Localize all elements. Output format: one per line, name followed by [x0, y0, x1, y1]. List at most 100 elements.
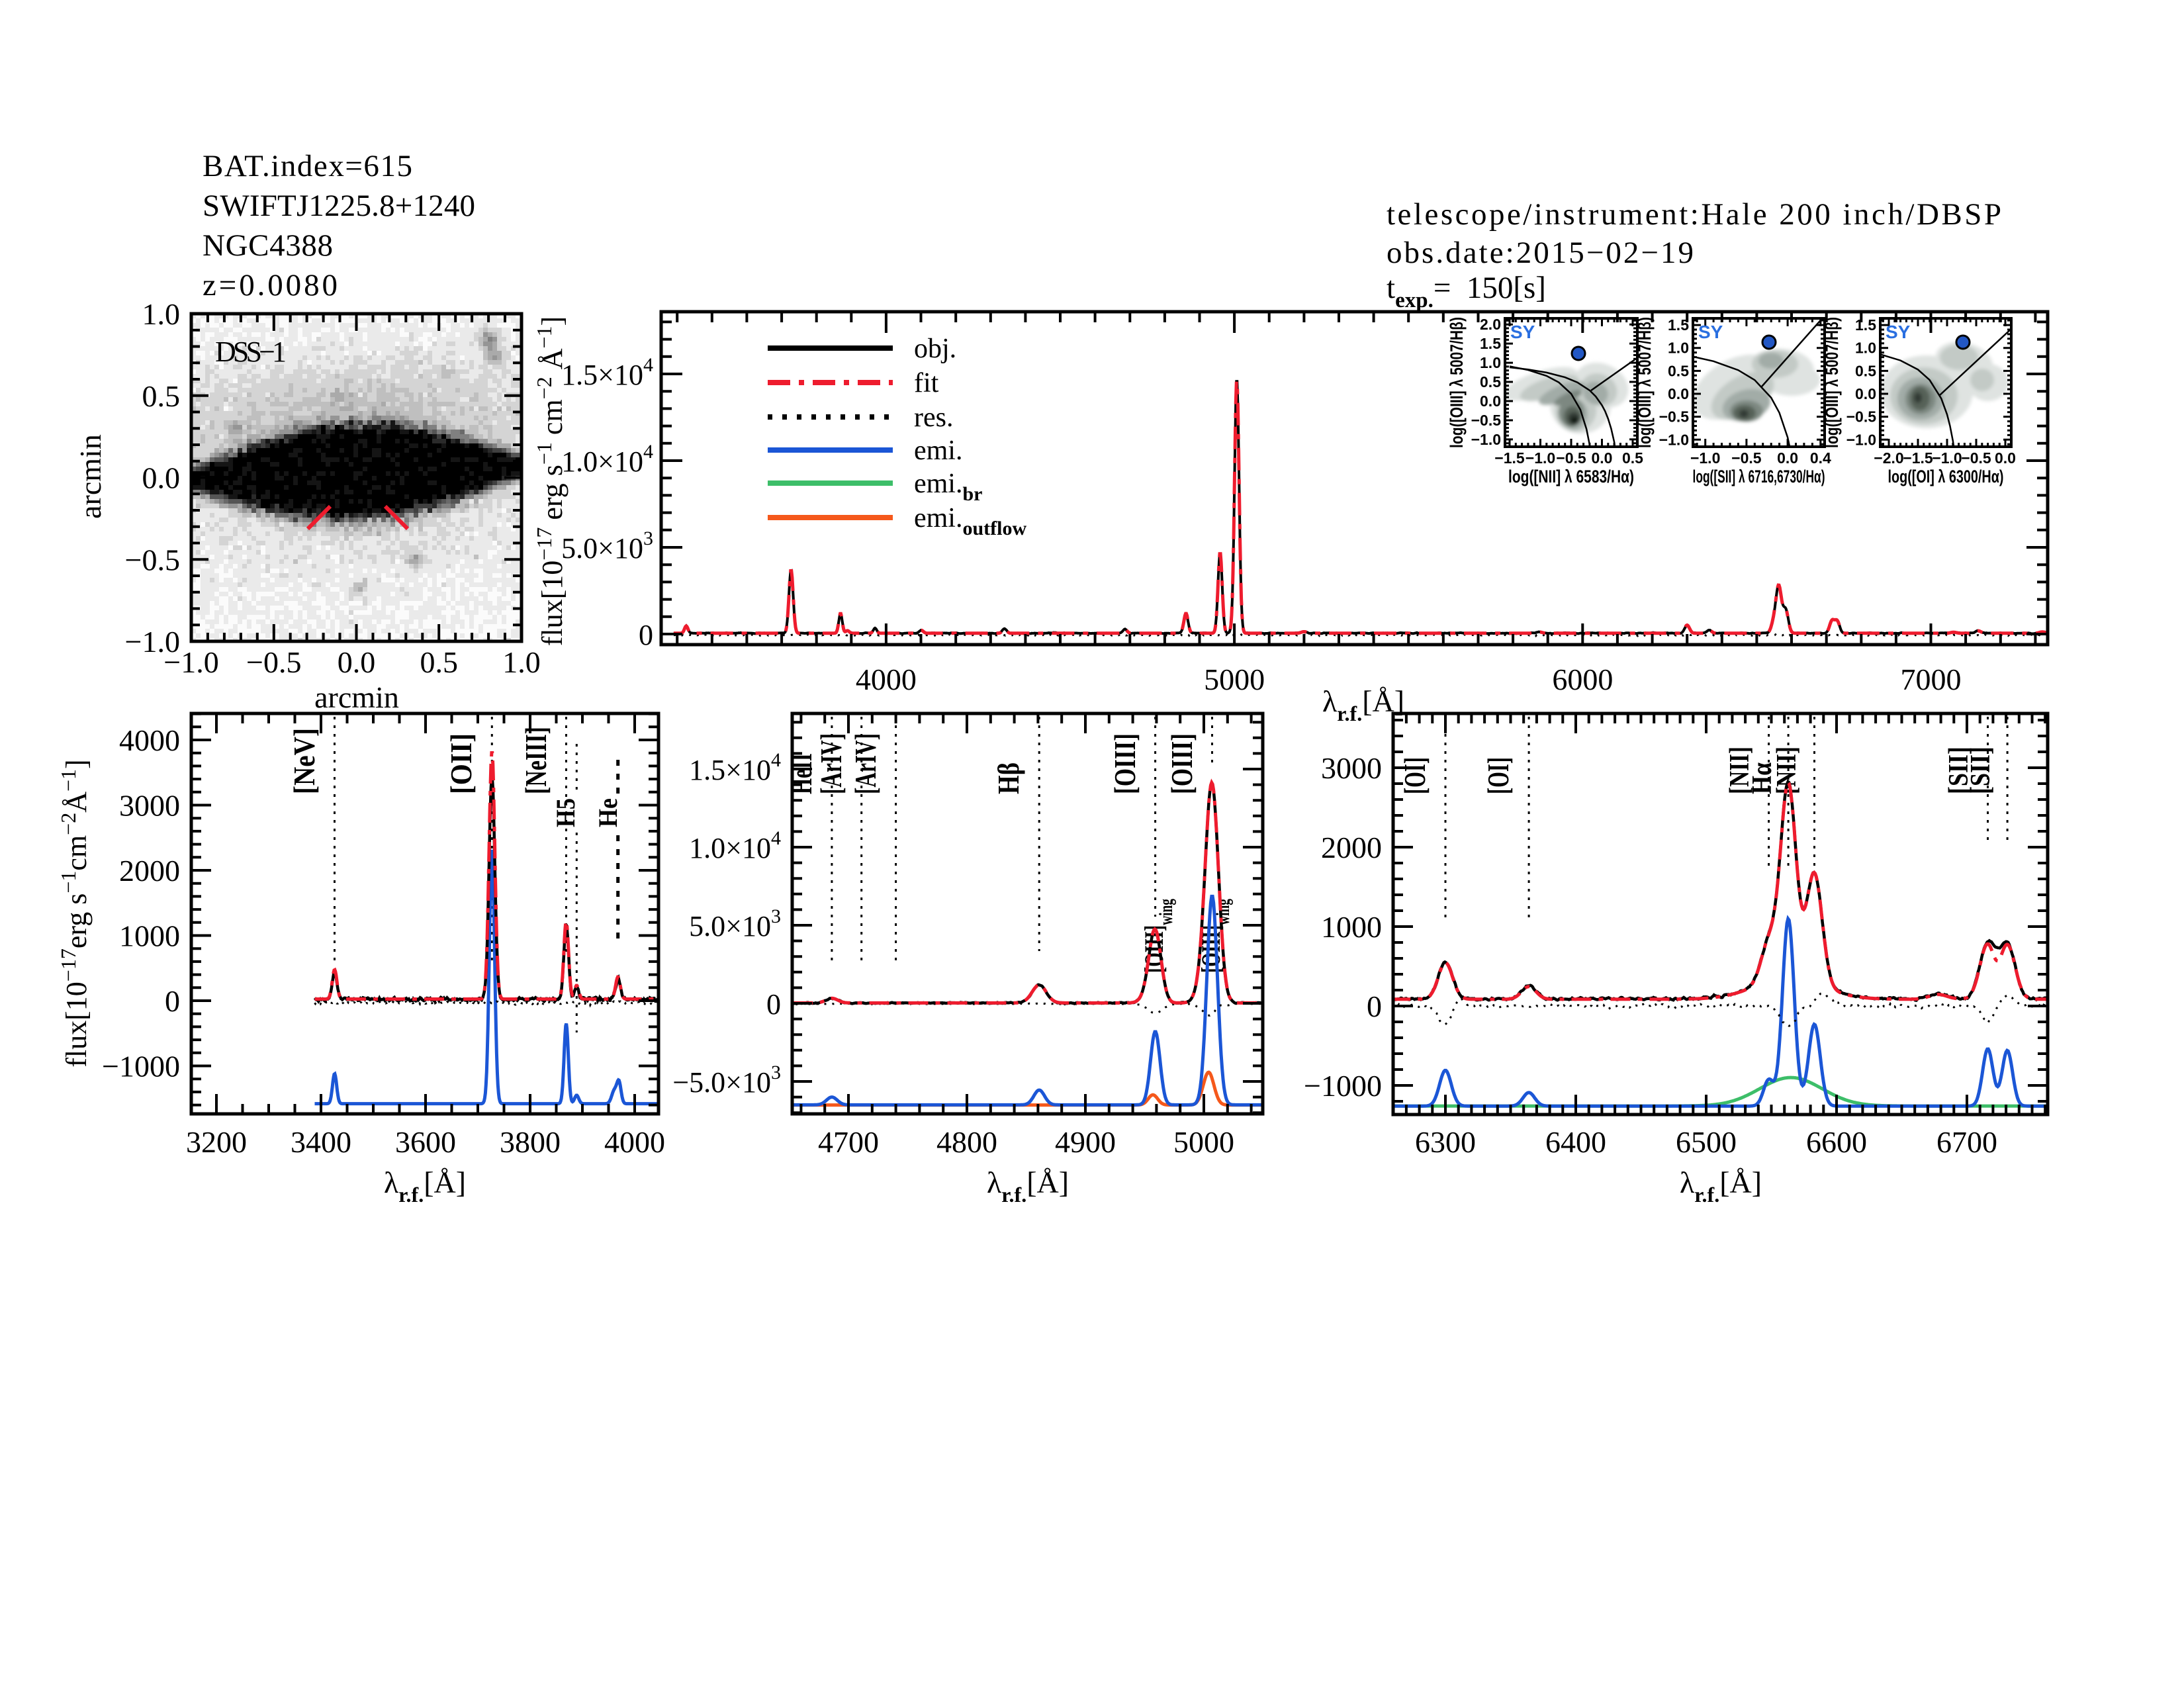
svg-text:flux[10−17erg s−1cm−2Å−1]: flux[10−17erg s−1cm−2Å−1] — [56, 759, 93, 1067]
svg-text:−1.5: −1.5 — [1494, 449, 1525, 467]
svg-text:−1000: −1000 — [102, 1050, 180, 1083]
svg-text:0: 0 — [639, 619, 653, 651]
svg-text:[SII]: [SII] — [1944, 747, 1974, 794]
svg-text:1000: 1000 — [119, 919, 180, 953]
svg-text:log([OIII] λ 5007/Hβ): log([OIII] λ 5007/Hβ) — [1635, 317, 1655, 448]
svg-text:1.0: 1.0 — [1668, 340, 1689, 357]
svg-text:−0.5: −0.5 — [125, 543, 180, 576]
svg-text:0.0: 0.0 — [1480, 392, 1501, 410]
svg-text:1.0: 1.0 — [502, 645, 541, 679]
svg-text:0: 0 — [165, 984, 180, 1018]
svg-text:HeII: HeII — [784, 753, 818, 794]
svg-text:1.0×104: 1.0×104 — [689, 827, 781, 864]
svg-text:6600: 6600 — [1806, 1125, 1867, 1159]
svg-text:log([NII] λ 6583/Hα): log([NII] λ 6583/Hα) — [1508, 467, 1634, 486]
svg-text:obs.date:2015−02−19: obs.date:2015−02−19 — [1387, 236, 1694, 270]
svg-text:log([OIII] λ 5007/Hβ): log([OIII] λ 5007/Hβ) — [1447, 317, 1467, 448]
svg-text:[ArIV]: [ArIV] — [848, 733, 882, 794]
svg-text:1.0×104: 1.0×104 — [561, 441, 653, 478]
svg-text:−0.5: −0.5 — [1556, 449, 1586, 467]
svg-text:log([SII] λ 6716,6730/Hα): log([SII] λ 6716,6730/Hα) — [1693, 467, 1825, 486]
svg-text:−1.0: −1.0 — [1659, 431, 1689, 448]
svg-text:BAT.index=615: BAT.index=615 — [203, 149, 412, 183]
svg-text:0.0: 0.0 — [1668, 385, 1689, 402]
svg-text:−1000: −1000 — [1304, 1069, 1382, 1103]
svg-text:[NII]: [NII] — [1725, 747, 1755, 794]
svg-text:5000: 5000 — [1204, 663, 1265, 696]
svg-text:[NeIII]: [NeIII] — [519, 727, 553, 794]
svg-text:[ArIV]: [ArIV] — [814, 733, 848, 794]
svg-text:z=0.0080: z=0.0080 — [203, 268, 338, 302]
svg-text:−1.0: −1.0 — [1525, 449, 1555, 467]
svg-text:0.0: 0.0 — [1995, 449, 2016, 467]
svg-text:1.5: 1.5 — [1480, 335, 1501, 352]
svg-text:arcmin: arcmin — [314, 680, 399, 714]
svg-text:4700: 4700 — [818, 1125, 879, 1159]
svg-text:5.0×103: 5.0×103 — [561, 527, 653, 565]
svg-text:4800: 4800 — [936, 1125, 997, 1159]
svg-text:emi.br: emi.br — [914, 469, 982, 505]
svg-text:5000: 5000 — [1173, 1125, 1234, 1159]
svg-text:−0.5: −0.5 — [246, 645, 301, 679]
svg-text:−1.0: −1.0 — [1846, 431, 1876, 448]
svg-text:2.0: 2.0 — [1480, 316, 1501, 333]
svg-text:arcmin: arcmin — [73, 434, 107, 519]
svg-text:0.0: 0.0 — [1855, 385, 1876, 402]
svg-text:log([OIII] λ 5007/Hβ): log([OIII] λ 5007/Hβ) — [1822, 317, 1842, 448]
svg-text:0.5: 0.5 — [1668, 362, 1689, 379]
svg-text:4000: 4000 — [856, 663, 917, 696]
svg-text:[SII]: [SII] — [1966, 747, 1996, 794]
svg-text:3800: 3800 — [500, 1125, 561, 1159]
svg-text:telescope/instrument:Hale 200: telescope/instrument:Hale 200 inch/DBSP — [1387, 197, 2001, 232]
svg-text:0.5: 0.5 — [1855, 362, 1876, 379]
svg-text:1.5×104: 1.5×104 — [689, 749, 781, 786]
svg-text:Hα: Hα — [1747, 762, 1778, 794]
svg-text:SY: SY — [1510, 322, 1535, 342]
svg-text:−5.0×103: −5.0×103 — [672, 1062, 781, 1099]
svg-text:−1.0: −1.0 — [163, 645, 218, 679]
svg-text:1.0: 1.0 — [1480, 354, 1501, 371]
svg-text:0: 0 — [766, 988, 781, 1021]
svg-text:[OIII]: [OIII] — [1165, 733, 1199, 794]
svg-text:0.0: 0.0 — [1592, 449, 1613, 467]
svg-text:DSS−1: DSS−1 — [215, 336, 287, 368]
svg-text:SWIFTJ1225.8+1240: SWIFTJ1225.8+1240 — [203, 189, 475, 223]
svg-text:7000: 7000 — [1901, 663, 1962, 696]
svg-text:Hβ: Hβ — [991, 762, 1025, 794]
svg-text:SY: SY — [1886, 322, 1911, 342]
svg-text:He: He — [593, 798, 623, 827]
svg-text:4000: 4000 — [604, 1125, 665, 1159]
svg-text:5.0×103: 5.0×103 — [689, 905, 781, 942]
svg-text:3600: 3600 — [395, 1125, 456, 1159]
svg-text:NGC4388: NGC4388 — [203, 228, 333, 263]
svg-text:0.0: 0.0 — [142, 461, 181, 495]
svg-text:4900: 4900 — [1055, 1125, 1116, 1159]
svg-text:SY: SY — [1698, 322, 1723, 342]
svg-text:−1.0: −1.0 — [1690, 449, 1720, 467]
svg-text:[OI]: [OI] — [1481, 757, 1515, 794]
svg-text:−1.5: −1.5 — [1903, 449, 1933, 467]
svg-text:−1.0: −1.0 — [125, 625, 180, 659]
svg-text:6700: 6700 — [1936, 1125, 1997, 1159]
svg-text:[NeV]: [NeV] — [287, 728, 321, 794]
svg-text:0.5: 0.5 — [1480, 373, 1501, 390]
svg-text:3200: 3200 — [186, 1125, 247, 1159]
svg-text:−0.5: −0.5 — [1961, 449, 1991, 467]
svg-text:−0.5: −0.5 — [1846, 408, 1877, 426]
svg-text:−1.0: −1.0 — [1932, 449, 1962, 467]
svg-text:6000: 6000 — [1552, 663, 1613, 696]
svg-text:log([OI] λ 6300/Hα): log([OI] λ 6300/Hα) — [1888, 467, 2004, 486]
svg-text:3000: 3000 — [1321, 751, 1382, 785]
svg-text:−0.5: −0.5 — [1659, 408, 1690, 426]
svg-text:1.0: 1.0 — [1855, 340, 1876, 357]
svg-text:1.0: 1.0 — [142, 297, 181, 331]
svg-text:1000: 1000 — [1321, 910, 1382, 944]
svg-text:3000: 3000 — [119, 789, 180, 823]
svg-text:4000: 4000 — [119, 723, 180, 757]
svg-text:6400: 6400 — [1545, 1125, 1606, 1159]
svg-text:6500: 6500 — [1676, 1125, 1737, 1159]
svg-text:2000: 2000 — [119, 854, 180, 888]
svg-text:0.5: 0.5 — [142, 379, 181, 413]
svg-text:[OIII]: [OIII] — [1108, 733, 1142, 794]
svg-text:1.5: 1.5 — [1855, 316, 1876, 334]
